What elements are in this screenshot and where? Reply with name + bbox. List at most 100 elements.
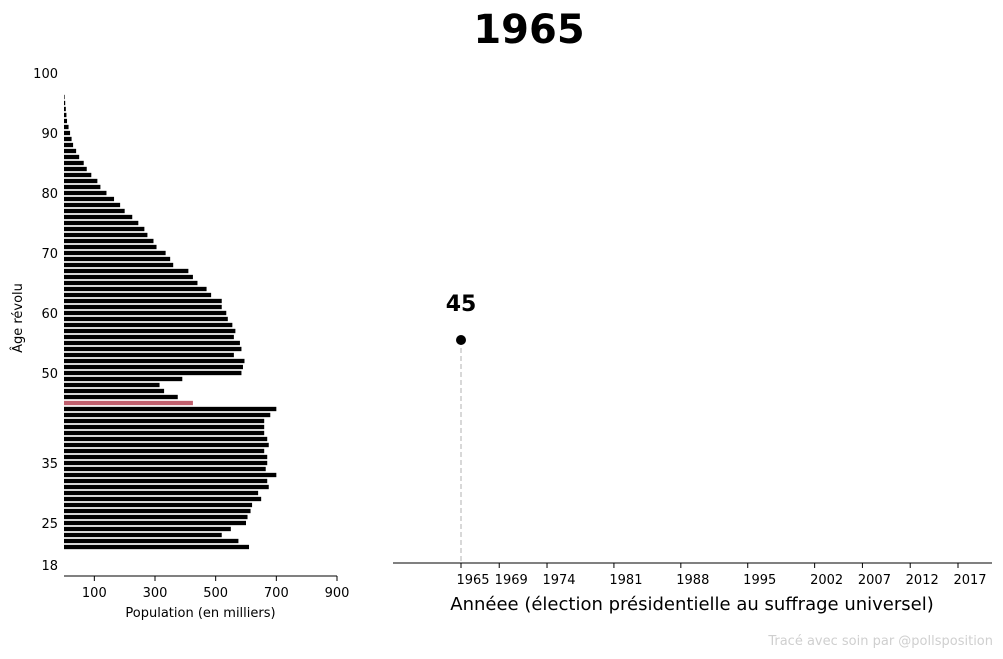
pyramid-bar [64,112,67,118]
pyramid-bar [64,148,77,154]
pyramid-x-tick-label: 100 [82,586,107,601]
pyramid-y-tick-label: 60 [41,307,58,322]
pyramid-bar [64,166,87,172]
pyramid-bar [64,382,160,388]
pyramid-bar-highlight [64,400,193,406]
timeline-x-axis-label: Annéee (élection présidentielle au suffr… [450,594,934,615]
pyramid-bar [64,424,265,430]
pyramid-bar [64,340,240,346]
pyramid-y-tick-label: 25 [41,517,58,532]
pyramid-x-axis-label: Population (en milliers) [125,606,275,621]
timeline-x-tick-label: 1995 [743,573,776,588]
pyramid-bar [64,394,178,400]
pyramid-bar [64,352,234,358]
pyramid-bar [64,436,268,442]
pyramid-bar [64,472,277,478]
pyramid-bar [64,214,133,220]
pyramid-y-ticks: 18 25 35 50 60 70 80 90 100 [33,67,58,574]
pyramid-y-tick-label: 35 [41,457,58,472]
pyramid-bar [64,262,174,268]
timeline-x-tick-label: 2012 [906,573,939,588]
pyramid-y-tick-label: 70 [41,247,58,262]
timeline-x-tick-label: 1965 [456,573,489,588]
pyramid-bar [64,274,193,280]
pyramid-bar [64,430,265,436]
pyramid-bar [64,250,166,256]
pyramid-bar [64,154,80,160]
pyramid-bar [64,412,271,418]
pyramid-bar [64,346,242,352]
pyramid-bar [64,376,183,382]
pyramid-y-tick-label: 80 [41,187,58,202]
pyramid-y-tick-label: 50 [41,367,58,382]
pyramid-bar [64,202,121,208]
pyramid-bar [64,172,92,178]
pyramid-bar [64,316,228,322]
pyramid-bar [64,244,157,250]
pyramid-bar [64,538,239,544]
pyramid-bar [64,280,198,286]
timeline-x-tick-label: 1974 [542,573,575,588]
pyramid-bar [64,238,154,244]
pyramid-bar [64,298,222,304]
pyramid-bar [64,460,268,466]
pyramid-bar [64,406,277,412]
pyramid-bar [64,208,125,214]
pyramid-bar [64,256,171,262]
pyramid-x-tick-label: 500 [203,586,228,601]
pyramid-bar [64,130,71,136]
pyramid-bar [64,388,165,394]
pyramid-bar [64,178,98,184]
pyramid-bar [64,304,222,310]
pyramid-y-tick-label: 18 [41,559,58,574]
timeline-x-tick-label: 1988 [676,573,709,588]
pyramid-y-tick-label: 100 [33,67,58,82]
pyramid-bar [64,106,66,112]
pyramid-bar [64,544,250,550]
pyramid-bar [64,232,148,238]
election-timeline-chart: 1965 1969 1974 1981 1988 1995 2002 2007 2012 2017… [393,292,992,615]
timeline-x-tick-label: 1969 [495,573,528,588]
pyramid-bar [64,292,212,298]
age-pyramid-chart: 100 300 500 700 900 18 25 35 50 60 70 80 90 100 Popu… [10,67,349,621]
pyramid-bar [64,310,227,316]
pyramid-bar [64,286,207,292]
pyramid-bar [64,184,101,190]
timeline-x-tick-label: 2017 [953,573,986,588]
credit-text: Tracé avec soin par @pollsposition [767,634,993,649]
pyramid-x-tick-label: 300 [143,586,168,601]
pyramid-bar [64,196,115,202]
pyramid-bar [64,328,236,334]
pyramid-bar [64,268,189,274]
pyramid-bar [64,502,253,508]
pyramid-bar [64,466,266,472]
pyramid-bar [64,358,245,364]
timeline-points: 45 [446,292,477,563]
timeline-point-label: 45 [446,292,477,317]
pyramid-bar [64,370,242,376]
pyramid-bar [64,94,65,100]
chart-title: 1965 [473,7,584,53]
pyramid-bar [64,520,246,526]
pyramid-y-tick-label: 90 [41,127,58,142]
pyramid-bars [64,94,277,550]
pyramid-x-tick-label: 700 [264,586,289,601]
pyramid-bar [64,142,74,148]
pyramid-bar [64,226,145,232]
pyramid-bar [64,364,243,370]
timeline-x-tick-label: 2007 [858,573,891,588]
pyramid-bar [64,160,84,166]
pyramid-bar [64,322,233,328]
pyramid-bar [64,496,262,502]
timeline-point [456,335,466,345]
pyramid-bar [64,100,66,106]
pyramid-bar [64,490,259,496]
pyramid-y-axis-label: Âge révolu [10,283,26,353]
pyramid-bar [64,418,265,424]
pyramid-bar [64,334,234,340]
pyramid-bar [64,514,248,520]
pyramid-bar [64,526,231,532]
timeline-x-tick-label: 1981 [609,573,642,588]
pyramid-bar [64,220,139,226]
